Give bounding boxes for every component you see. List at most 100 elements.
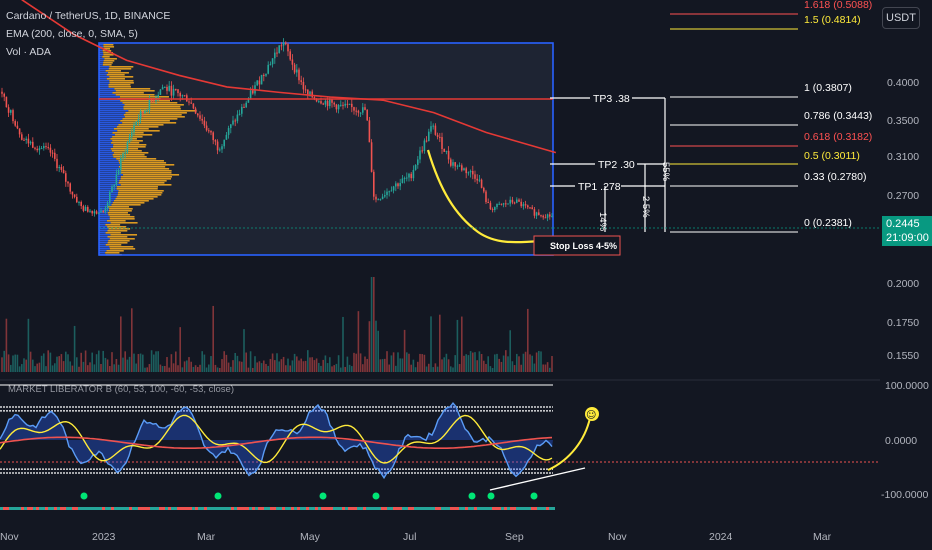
bottom-signal-strip bbox=[417, 507, 420, 510]
volume-bar bbox=[289, 365, 291, 372]
volume-bar bbox=[538, 350, 540, 372]
volume-bar bbox=[21, 364, 23, 372]
profile-bar bbox=[99, 148, 111, 150]
candle-body bbox=[366, 109, 368, 121]
bottom-signal-strip bbox=[192, 507, 195, 510]
candle-body bbox=[463, 168, 465, 171]
buy-dot bbox=[214, 492, 222, 500]
symbol-legend[interactable]: Cardano / TetherUS, 1D, BINANCE bbox=[6, 10, 171, 22]
volume-bar bbox=[342, 316, 344, 372]
candle-body bbox=[247, 98, 250, 103]
bottom-signal-strip bbox=[375, 507, 378, 510]
volume-bar bbox=[80, 352, 82, 372]
bottom-signal-strip bbox=[15, 507, 18, 510]
volume-bar bbox=[232, 360, 234, 372]
currency-button[interactable]: USDT bbox=[882, 7, 920, 29]
bottom-signal-strip bbox=[414, 507, 417, 510]
volume-bar bbox=[425, 366, 428, 372]
candle-body bbox=[34, 147, 36, 149]
volume-legend[interactable]: Vol · ADA bbox=[6, 46, 51, 58]
profile-bar bbox=[114, 88, 151, 90]
candle-body bbox=[10, 110, 12, 113]
volume-bar bbox=[388, 364, 390, 372]
volume-bar bbox=[194, 365, 197, 372]
candle-body bbox=[472, 171, 474, 175]
bottom-signal-strip bbox=[333, 507, 336, 510]
candle-body bbox=[164, 86, 166, 88]
candle-body bbox=[142, 111, 144, 113]
candle-body bbox=[293, 64, 296, 73]
candle-body bbox=[104, 208, 107, 212]
bottom-signal-strip bbox=[177, 507, 180, 510]
volume-bar bbox=[201, 351, 203, 372]
candle-body bbox=[89, 210, 91, 212]
profile-bar bbox=[99, 86, 109, 88]
candle-body bbox=[84, 206, 87, 211]
volume-bar bbox=[280, 359, 283, 372]
volume-bar bbox=[474, 352, 476, 372]
candle-body bbox=[269, 64, 272, 66]
bottom-signal-strip bbox=[234, 507, 237, 510]
volume-bar bbox=[355, 353, 357, 372]
candle-body bbox=[161, 87, 164, 90]
volume-bar bbox=[331, 366, 333, 372]
volume-bar bbox=[485, 363, 487, 372]
profile-bar bbox=[106, 220, 126, 222]
candle-body bbox=[320, 101, 322, 104]
candle-body bbox=[265, 73, 267, 76]
volume-bar bbox=[197, 366, 199, 372]
price-tick: 0.3500 bbox=[887, 115, 919, 127]
volume-bar bbox=[516, 353, 518, 372]
candle-body bbox=[73, 194, 76, 197]
bottom-signal-strip bbox=[120, 507, 123, 510]
candle-body bbox=[307, 89, 309, 95]
bottom-signal-strip bbox=[36, 507, 39, 510]
fib-label: 1.5 (0.4814) bbox=[804, 14, 861, 26]
oscillator-title[interactable]: MARKET LIBERATOR B (60, 53, 100, -60, -5… bbox=[8, 384, 234, 395]
candle-body bbox=[274, 52, 276, 59]
bottom-signal-strip bbox=[99, 507, 102, 510]
volume-bar bbox=[78, 366, 80, 372]
volume-bar bbox=[168, 367, 170, 372]
volume-bar bbox=[465, 354, 467, 372]
volume-bar bbox=[436, 366, 439, 372]
bottom-signal-strip bbox=[336, 507, 339, 510]
profile-bar bbox=[119, 162, 167, 164]
candle-body bbox=[406, 177, 408, 179]
candle-body bbox=[212, 132, 214, 141]
profile-bar bbox=[99, 204, 112, 206]
volume-bar bbox=[441, 359, 443, 372]
bottom-signal-strip bbox=[195, 507, 198, 510]
profile-bar bbox=[99, 194, 118, 196]
profile-bar bbox=[109, 208, 133, 210]
volume-bar bbox=[120, 316, 122, 372]
bottom-signal-strip bbox=[75, 507, 78, 510]
volume-bar bbox=[500, 361, 503, 372]
candle-body bbox=[16, 125, 19, 129]
volume-bar bbox=[335, 363, 338, 372]
bottom-signal-strip bbox=[330, 507, 333, 510]
candle-body bbox=[491, 209, 494, 211]
ema-legend[interactable]: EMA (200, close, 0, SMA, 5) bbox=[6, 28, 138, 40]
yellow-arrow-curve bbox=[547, 417, 591, 471]
volume-bar bbox=[227, 362, 230, 372]
profile-bar bbox=[116, 196, 158, 198]
profile-bar bbox=[99, 92, 113, 94]
volume-bar bbox=[461, 316, 463, 372]
volume-bar bbox=[208, 364, 210, 372]
bottom-signal-strip bbox=[456, 507, 459, 510]
candle-body bbox=[76, 196, 78, 203]
volume-bar bbox=[520, 364, 522, 372]
profile-bar bbox=[109, 246, 134, 248]
profile-bar bbox=[99, 60, 104, 62]
candle-body bbox=[353, 107, 355, 111]
volume-bar bbox=[509, 330, 511, 372]
volume-bar bbox=[146, 367, 148, 372]
volume-bar bbox=[333, 365, 335, 372]
bottom-signal-strip bbox=[477, 507, 480, 510]
candle-body bbox=[551, 216, 553, 218]
candle-body bbox=[106, 203, 109, 209]
bottom-signal-strip bbox=[474, 507, 477, 510]
volume-bar bbox=[40, 355, 43, 372]
